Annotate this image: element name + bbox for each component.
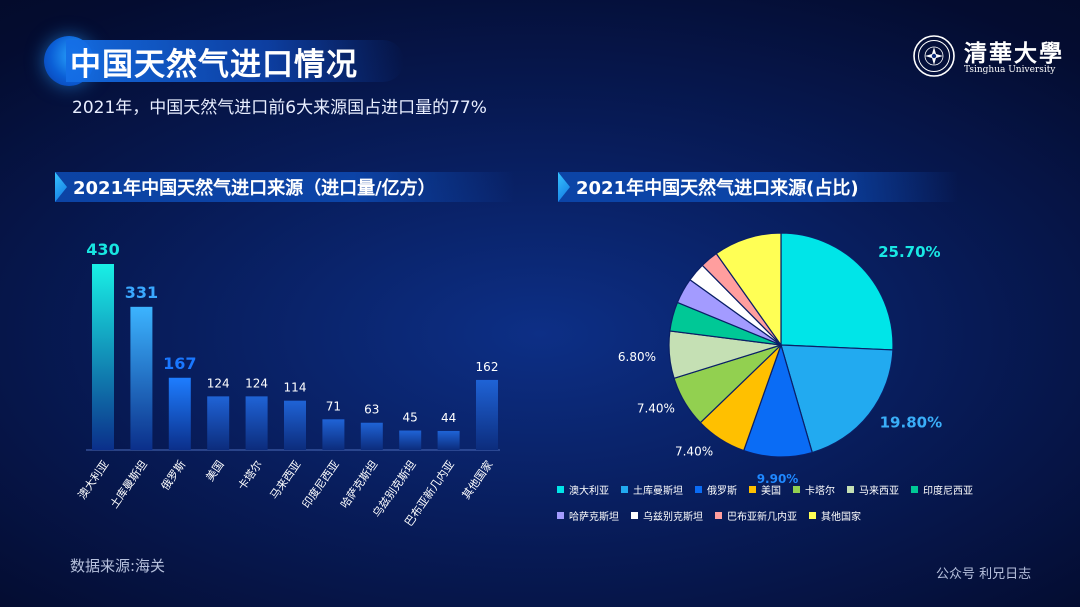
data-source: 数据来源:海关 — [70, 557, 166, 575]
bar-chart-title: 2021年中国天然气进口来源（进口量/亿方） — [55, 172, 515, 202]
tsinghua-logo: 清華大學 Tsinghua University — [912, 34, 1062, 78]
legend-swatch — [557, 511, 564, 519]
legend-swatch — [695, 485, 702, 493]
bar-value-label: 331 — [125, 283, 158, 302]
bar-category-label: 马来西亚 — [268, 458, 304, 501]
bar — [284, 400, 306, 450]
bar — [476, 379, 498, 450]
legend-item: 印度尼西亚 — [911, 482, 973, 497]
legend-label: 澳大利亚 — [569, 485, 609, 497]
legend-label: 卡塔尔 — [805, 485, 835, 497]
legend-item: 其他国家 — [809, 508, 861, 523]
bar — [168, 377, 191, 450]
legend-label: 巴布亚新几内亚 — [727, 511, 797, 523]
legend-item: 哈萨克斯坦 — [557, 508, 619, 523]
legend-item: 澳大利亚 — [557, 482, 609, 497]
bar-category-label: 哈萨克斯坦 — [337, 458, 380, 511]
bar-category-label: 土库曼斯坦 — [107, 458, 150, 511]
pie-chart: 25.70% 19.80% 9.90% 7.40% 7.40% 6.80% — [618, 232, 942, 486]
page-title-banner: 中国天然气进口情况 — [44, 36, 404, 86]
legend-label: 乌兹别克斯坦 — [643, 511, 703, 523]
legend-item: 马来西亚 — [847, 482, 899, 497]
legend-label: 美国 — [761, 485, 781, 497]
bar-value-label: 167 — [163, 354, 196, 373]
legend-item: 美国 — [749, 482, 781, 497]
legend-swatch — [847, 485, 854, 493]
bar — [399, 430, 422, 450]
bar-value-label: 114 — [284, 381, 307, 395]
bar — [360, 422, 383, 450]
pie-percent-label: 6.80% — [618, 350, 656, 364]
legend-swatch — [715, 511, 722, 519]
legend-label: 马来西亚 — [859, 485, 899, 497]
bar-value-label: 71 — [326, 399, 341, 413]
legend-swatch — [621, 485, 628, 493]
legend-swatch — [911, 485, 918, 493]
bar-category-label: 其他国家 — [459, 458, 496, 502]
legend-item: 卡塔尔 — [793, 482, 835, 497]
pie-percent-label: 9.90% — [757, 472, 799, 486]
bar-category-label: 美国 — [203, 458, 226, 483]
bar-value-label: 430 — [86, 240, 119, 259]
bar-value-label: 162 — [476, 360, 499, 374]
bar-category-label: 卡塔尔 — [235, 458, 265, 492]
pie-slice — [780, 344, 894, 454]
legend-label: 土库曼斯坦 — [633, 485, 683, 497]
bar-category-label: 印度尼西亚 — [299, 458, 342, 511]
legend-swatch — [809, 511, 816, 519]
legend-swatch — [793, 485, 800, 493]
logo-chinese-name: 清華大學 — [964, 40, 1064, 67]
legend-swatch — [557, 485, 564, 493]
pie-legend: 澳大利亚 土库曼斯坦 俄罗斯 美国 卡塔尔 马来西亚 印度尼西亚哈萨克斯坦 乌兹别克斯坦 巴布亚… — [557, 482, 1057, 523]
bar-value-label: 124 — [245, 376, 268, 390]
bar-category-label: 澳大利亚 — [75, 458, 112, 502]
bar-value-label: 63 — [364, 403, 379, 417]
pie-slice — [780, 232, 894, 351]
legend-label: 哈萨克斯坦 — [569, 511, 619, 523]
bar-value-label: 44 — [441, 411, 456, 425]
tsinghua-seal-icon — [913, 35, 955, 77]
page-title: 中国天然气进口情况 — [70, 46, 358, 83]
bar — [207, 396, 230, 450]
pie-percent-label: 7.40% — [675, 444, 713, 458]
pie-percent-label: 7.40% — [637, 402, 675, 416]
pie-chart-title: 2021年中国天然气进口来源(占比) — [558, 172, 958, 202]
bar-value-label: 45 — [403, 411, 418, 425]
bar — [245, 396, 268, 450]
title-band — [66, 40, 404, 82]
legend-swatch — [631, 511, 638, 519]
legend-swatch — [749, 485, 756, 493]
legend-label: 俄罗斯 — [707, 485, 737, 497]
page-subtitle: 2021年，中国天然气进口前6大来源国占进口量的77% — [72, 98, 487, 118]
pie-slice — [715, 232, 782, 347]
logo-english-name: Tsinghua University — [964, 65, 1056, 75]
legend-item: 俄罗斯 — [695, 482, 737, 497]
pie-percent-label: 19.80% — [880, 414, 942, 432]
legend-item: 巴布亚新几内亚 — [715, 508, 797, 523]
legend-label: 印度尼西亚 — [923, 485, 973, 497]
legend-item: 乌兹别克斯坦 — [631, 508, 703, 523]
bar — [92, 264, 114, 450]
bar-chart: 430 澳大利亚 331 土库曼斯坦 167 俄罗斯 124 美国 124 卡塔尔 114 马来西亚 7… — [75, 240, 500, 529]
wechat-credit: 公众号 利兄日志 — [936, 567, 1032, 582]
legend-label: 其他国家 — [821, 511, 861, 523]
bar-category-label: 俄罗斯 — [159, 458, 189, 492]
legend-item: 土库曼斯坦 — [621, 482, 683, 497]
pie-percent-label: 25.70% — [878, 243, 940, 261]
bar — [437, 430, 460, 450]
bar — [322, 419, 345, 450]
bar — [130, 306, 153, 450]
bar-value-label: 124 — [207, 376, 230, 390]
